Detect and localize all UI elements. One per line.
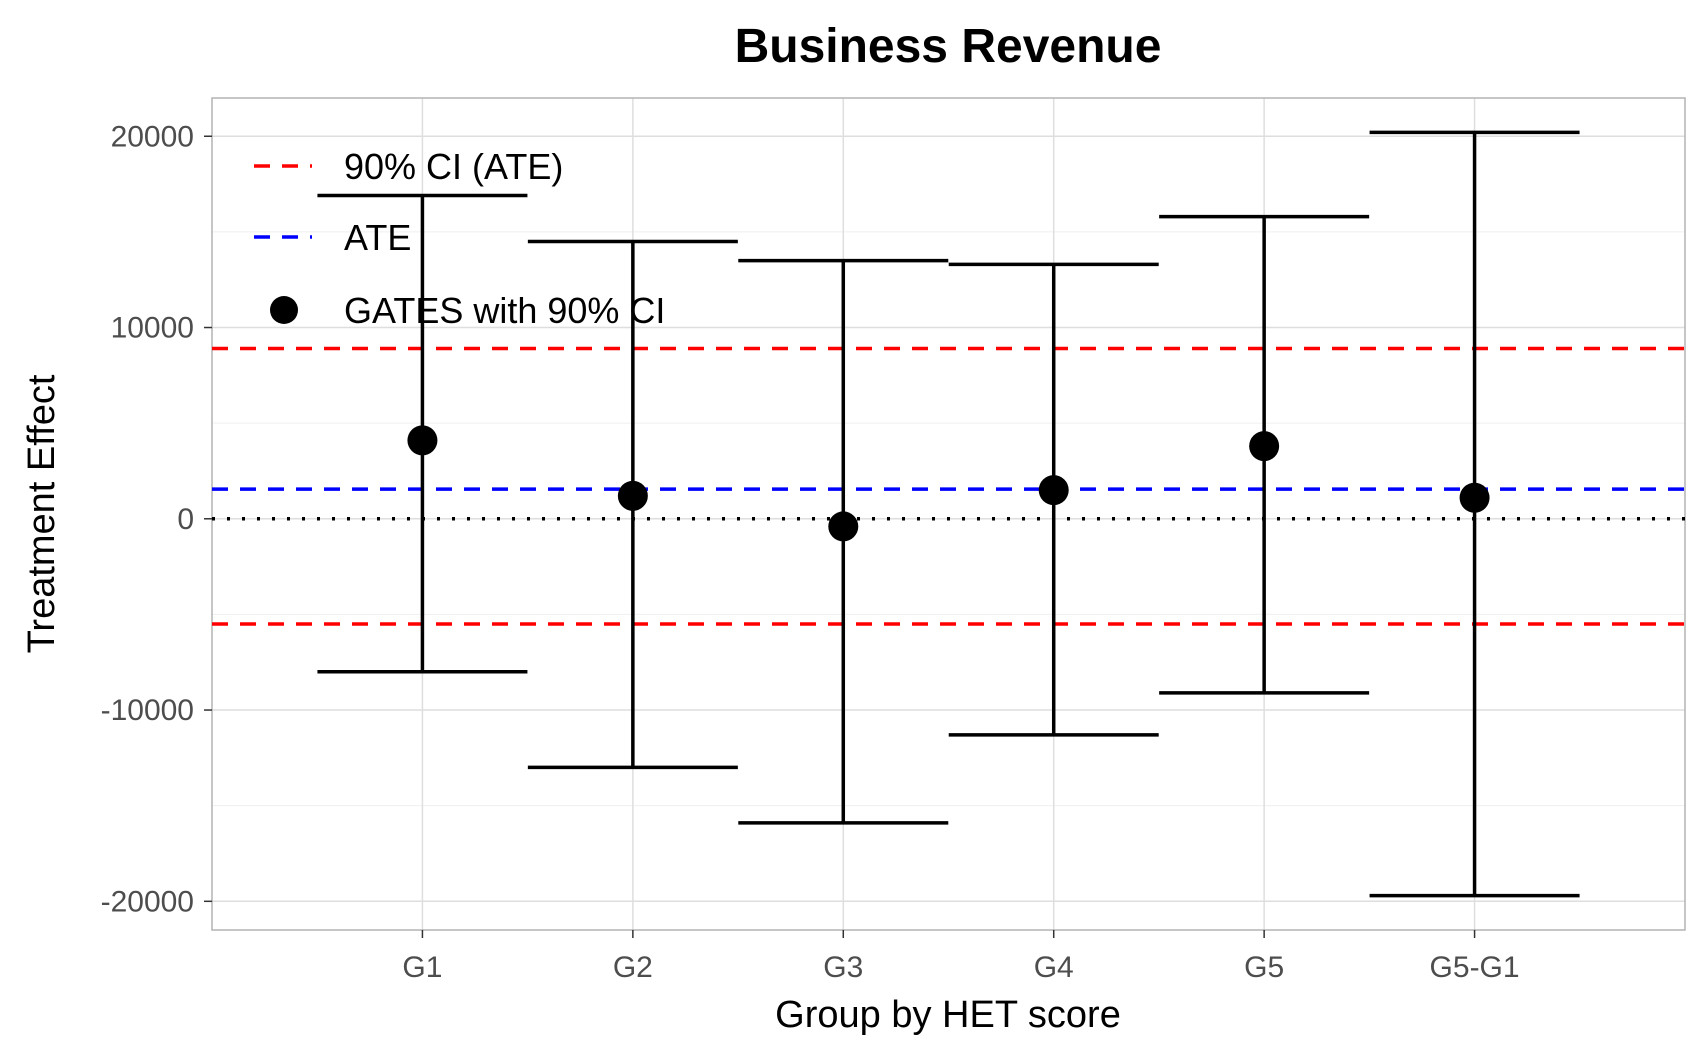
y-tick-label: -10000 — [101, 694, 194, 727]
reference-lines — [212, 346, 1685, 626]
legend-label-ci-ate: 90% CI (ATE) — [344, 146, 563, 187]
gates-point-G2 — [617, 480, 648, 511]
gates-point-G5-G1 — [1459, 482, 1490, 513]
x-axis-title: Group by HET score — [775, 994, 1121, 1036]
x-tick-label: G2 — [613, 951, 653, 984]
y-tick-label: 10000 — [111, 312, 194, 345]
gates-point-G3 — [828, 511, 859, 542]
x-tick-label: G5-G1 — [1430, 951, 1520, 984]
y-axis-ticks: 20000 10000 0 -10000 -20000 — [101, 120, 212, 918]
plot-panel — [212, 98, 1685, 930]
legend-key-gates — [270, 296, 298, 324]
chart-title: Business Revenue — [735, 20, 1162, 73]
x-tick-label: G5 — [1244, 951, 1284, 984]
x-tick-label: G3 — [823, 951, 863, 984]
gates-point-G4 — [1038, 475, 1069, 506]
plot-border — [211, 97, 1686, 931]
legend-label-ate: ATE — [344, 217, 411, 258]
legend-label-gates: GATES with 90% CI — [344, 290, 665, 331]
x-tick-label: G4 — [1034, 951, 1074, 984]
y-axis-title: Treatment Effect — [21, 374, 63, 653]
x-tick-label: G1 — [402, 951, 442, 984]
y-tick-label: 20000 — [111, 120, 194, 153]
gates-point-G1 — [407, 425, 438, 456]
x-axis-ticks: G1 G2 G3 G4 G5 G5-G1 — [402, 930, 1520, 984]
minor-gridlines — [212, 231, 1685, 807]
y-tick-label: -20000 — [101, 885, 194, 918]
legend: 90% CI (ATE) ATE GATES with 90% CI — [254, 146, 665, 331]
gates-points — [407, 425, 1490, 542]
gates-point-G5 — [1249, 431, 1280, 462]
y-tick-label: 0 — [177, 503, 194, 536]
